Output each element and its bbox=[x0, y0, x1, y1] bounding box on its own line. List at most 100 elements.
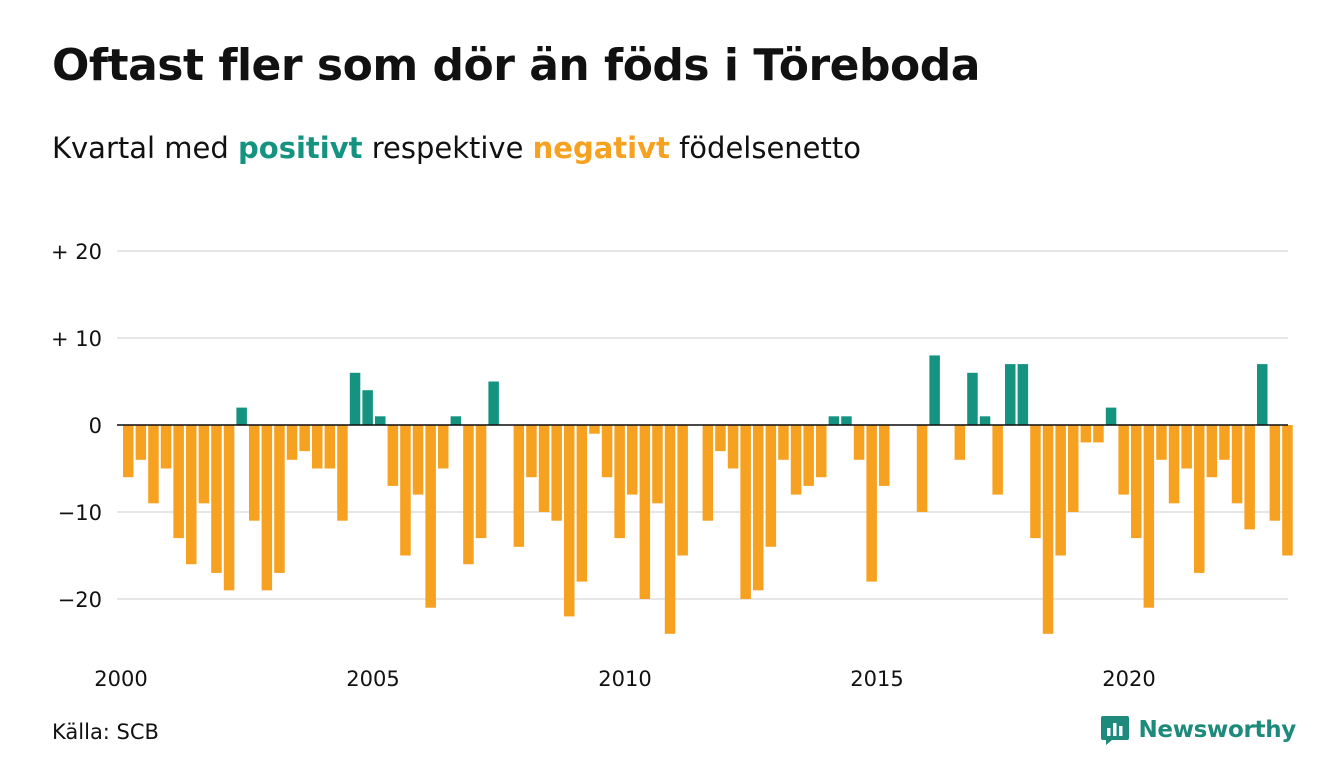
bar bbox=[954, 425, 966, 460]
bar bbox=[1017, 364, 1029, 425]
bar bbox=[992, 425, 1003, 495]
bar bbox=[828, 416, 840, 425]
bar bbox=[790, 425, 802, 495]
subtitle-prefix: Kvartal med bbox=[52, 131, 239, 165]
bar bbox=[438, 425, 449, 469]
legend-positive: positivt bbox=[238, 131, 363, 165]
bar bbox=[753, 425, 764, 591]
source-note: Källa: SCB bbox=[52, 720, 159, 744]
bar bbox=[1168, 425, 1180, 504]
bar bbox=[198, 425, 210, 504]
bar bbox=[387, 425, 399, 486]
bar bbox=[853, 425, 865, 460]
bar bbox=[1206, 425, 1218, 478]
bar bbox=[249, 425, 260, 521]
bar bbox=[324, 425, 336, 469]
bar bbox=[538, 425, 550, 512]
bar bbox=[614, 425, 625, 539]
bar bbox=[211, 425, 222, 573]
subtitle-middle: respektive bbox=[362, 131, 533, 165]
bar bbox=[286, 425, 298, 460]
bar bbox=[576, 425, 588, 582]
bar bbox=[236, 407, 247, 425]
bar bbox=[475, 425, 487, 539]
bar bbox=[627, 425, 638, 495]
bar-chart-logo-icon bbox=[1101, 716, 1130, 745]
bar bbox=[488, 381, 499, 425]
bar bbox=[677, 425, 688, 556]
legend-negative: negativt bbox=[532, 131, 670, 165]
bar bbox=[312, 425, 323, 469]
bar bbox=[916, 425, 928, 512]
bar bbox=[425, 425, 436, 608]
bar bbox=[148, 425, 159, 504]
x-tick-label: 2005 bbox=[346, 667, 399, 691]
bar bbox=[450, 416, 462, 425]
bar bbox=[967, 372, 978, 425]
bar bbox=[979, 416, 991, 425]
bar bbox=[1030, 425, 1041, 539]
bar bbox=[463, 425, 474, 565]
bar bbox=[589, 425, 600, 434]
bar bbox=[1231, 425, 1243, 504]
bar bbox=[1131, 425, 1142, 539]
bar bbox=[639, 425, 651, 599]
bar bbox=[727, 425, 739, 469]
bar bbox=[400, 425, 411, 556]
bar bbox=[652, 425, 663, 504]
bar bbox=[1194, 425, 1205, 573]
x-tick-label: 2010 bbox=[598, 667, 651, 691]
bar bbox=[123, 425, 134, 478]
bar-chart: + 20 + 10 0 −10 −20 2000 2005 2010 2015 2020 bbox=[51, 240, 1293, 691]
bar bbox=[375, 416, 386, 425]
bar bbox=[1105, 407, 1117, 425]
bar bbox=[866, 425, 877, 582]
bar bbox=[299, 425, 310, 452]
bar bbox=[1219, 425, 1230, 460]
bar bbox=[740, 425, 751, 599]
chart-subtitle: Kvartal med positivt respektive negativt… bbox=[52, 131, 861, 165]
bar bbox=[564, 425, 575, 617]
bar bbox=[1093, 425, 1104, 443]
bar bbox=[778, 425, 789, 460]
bar bbox=[551, 425, 562, 521]
bar bbox=[135, 425, 147, 460]
bar bbox=[337, 425, 348, 521]
bar bbox=[1005, 364, 1016, 425]
bar bbox=[1257, 364, 1268, 425]
bar bbox=[702, 425, 714, 521]
bar bbox=[1244, 425, 1255, 530]
bar bbox=[274, 425, 285, 573]
bar bbox=[1068, 425, 1079, 512]
bar bbox=[526, 425, 537, 478]
bar bbox=[765, 425, 777, 547]
bar bbox=[1156, 425, 1167, 460]
y-tick-label: −10 bbox=[58, 501, 102, 525]
bar bbox=[1269, 425, 1281, 521]
bar bbox=[362, 390, 373, 425]
chart-title: Oftast fler som dör än föds i Töreboda bbox=[52, 40, 980, 91]
y-tick-label: 0 bbox=[89, 414, 102, 438]
bar bbox=[160, 425, 172, 469]
bar bbox=[1118, 425, 1129, 495]
bar bbox=[803, 425, 814, 486]
bar bbox=[513, 425, 525, 547]
bar bbox=[1282, 425, 1293, 556]
bar bbox=[173, 425, 184, 539]
y-tick-label: −20 bbox=[58, 588, 102, 612]
brand-name: Newsworthy bbox=[1138, 717, 1296, 743]
bar bbox=[664, 425, 676, 634]
bar bbox=[1181, 425, 1192, 469]
brand-logo: Newsworthy bbox=[1100, 714, 1296, 746]
y-tick-label: + 10 bbox=[51, 327, 102, 351]
bar bbox=[816, 425, 827, 478]
bar bbox=[601, 425, 613, 478]
bar bbox=[1080, 425, 1092, 443]
bar bbox=[841, 416, 852, 425]
bar bbox=[186, 425, 197, 565]
bar bbox=[1042, 425, 1054, 634]
bar bbox=[1055, 425, 1066, 556]
bar bbox=[349, 372, 361, 425]
bar bbox=[261, 425, 273, 591]
x-tick-label: 2020 bbox=[1102, 667, 1155, 691]
